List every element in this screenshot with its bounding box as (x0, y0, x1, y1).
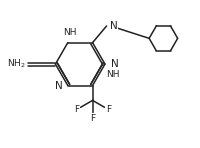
Text: NH: NH (63, 28, 77, 37)
Text: N: N (111, 59, 118, 69)
Text: N: N (110, 21, 117, 31)
Text: N: N (55, 81, 62, 91)
Text: NH: NH (106, 70, 119, 79)
Text: F: F (90, 114, 95, 123)
Text: F: F (74, 105, 79, 114)
Text: NH$_2$: NH$_2$ (7, 58, 26, 70)
Text: F: F (106, 105, 111, 114)
